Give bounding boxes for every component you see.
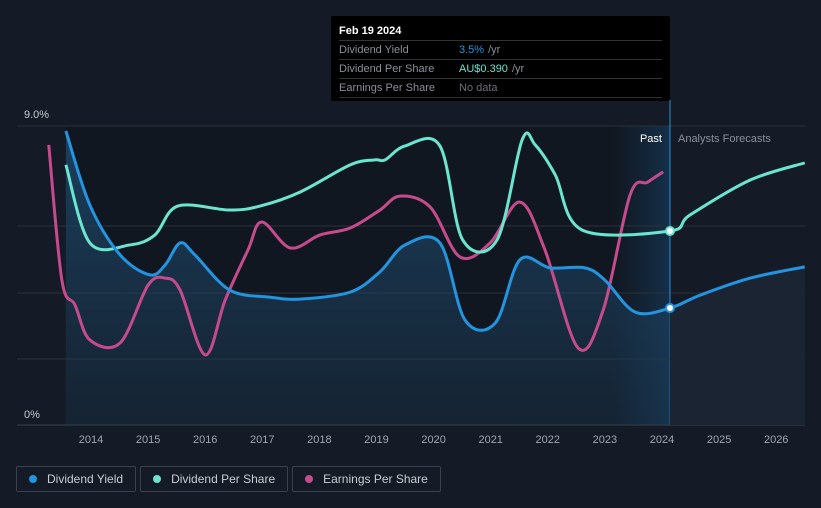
dividend-yield-area	[65, 130, 670, 425]
y-axis-bottom-label: 0%	[24, 409, 40, 421]
tooltip-row-dividend-per-share: Dividend Per Share AU$0.390 /yr	[339, 60, 662, 79]
x-tick-label: 2023	[593, 434, 617, 446]
dividend-yield-line	[64, 130, 806, 332]
x-tick-label: 2017	[250, 434, 274, 446]
marker-point	[664, 303, 675, 314]
x-tick-label: 2014	[79, 434, 103, 446]
x-tick-label: 2025	[707, 434, 731, 446]
dividend-per-share-line	[64, 131, 806, 254]
x-tick-label: 2020	[421, 434, 445, 446]
earnings-per-share-line	[47, 144, 664, 357]
x-tick-label: 2021	[478, 434, 502, 446]
x-tick-label: 2026	[764, 434, 788, 446]
dot-icon	[153, 475, 162, 483]
tooltip: Feb 19 2024 Dividend Yield 3.5% /yr Divi…	[331, 16, 670, 101]
forecast-area	[669, 266, 805, 425]
tooltip-row-dividend-yield: Dividend Yield 3.5% /yr	[339, 41, 662, 60]
dot-icon	[29, 475, 37, 483]
legend: Dividend Yield Dividend Per Share Earnin…	[16, 466, 441, 492]
legend-dividend-per-share[interactable]: Dividend Per Share	[140, 466, 289, 492]
legend-earnings-per-share[interactable]: Earnings Per Share	[292, 466, 441, 492]
x-tick-label: 2019	[364, 434, 388, 446]
y-axis-top-label: 9.0%	[24, 109, 49, 121]
x-tick-label: 2016	[193, 434, 217, 446]
x-tick-label: 2018	[307, 434, 331, 446]
x-tick-label: 2022	[536, 434, 560, 446]
forecast-label: Analysts Forecasts	[678, 133, 771, 145]
tooltip-row-earnings-per-share: Earnings Per Share No data	[339, 79, 662, 98]
past-label: Past	[640, 133, 662, 145]
tooltip-date: Feb 19 2024	[339, 22, 662, 41]
x-tick-label: 2015	[136, 434, 160, 446]
marker-point	[664, 225, 675, 236]
x-tick-label: 2024	[650, 434, 674, 446]
dot-icon	[305, 475, 314, 483]
legend-dividend-yield[interactable]: Dividend Yield	[16, 466, 137, 492]
